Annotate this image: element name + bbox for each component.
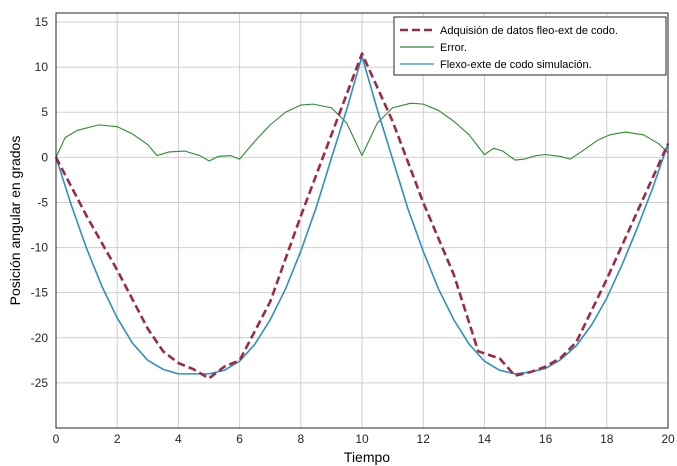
y-tick-label: -25 [31, 376, 49, 390]
legend-label: Flexo-exte de codo simulación. [440, 59, 592, 71]
x-tick-label: 12 [417, 432, 431, 446]
y-tick-label: -5 [37, 195, 48, 209]
x-tick-label: 4 [175, 432, 182, 446]
y-tick-label: 15 [35, 15, 49, 29]
x-tick-label: 18 [600, 432, 614, 446]
y-tick-label: 10 [35, 60, 49, 74]
x-tick-label: 6 [236, 432, 243, 446]
y-tick-label: 0 [41, 150, 48, 164]
x-tick-label: 16 [539, 432, 553, 446]
y-tick-label: -20 [31, 331, 49, 345]
y-tick-label: -10 [31, 241, 49, 255]
legend-label: Error. [440, 42, 467, 54]
x-tick-label: 14 [478, 432, 492, 446]
x-tick-label: 10 [355, 432, 369, 446]
x-axis-title: Tiempo [344, 449, 390, 465]
x-tick-label: 20 [661, 432, 675, 446]
legend-label: Adquisión de datos fleo-ext de codo. [440, 25, 618, 37]
x-tick-label: 0 [53, 432, 60, 446]
x-tick-labels: 0 2 4 6 8 10 12 14 16 18 20 [53, 432, 675, 446]
y-tick-label: 5 [41, 105, 48, 119]
y-tick-labels: 15 10 5 0 -5 -10 -15 -20 -25 [31, 15, 49, 390]
y-axis-title: Posición angular en grados [7, 136, 23, 306]
x-tick-label: 8 [297, 432, 304, 446]
legend: Adquisión de datos fleo-ext de codo. Erro… [394, 17, 666, 75]
x-tick-label: 2 [114, 432, 121, 446]
y-tick-label: -15 [31, 286, 49, 300]
